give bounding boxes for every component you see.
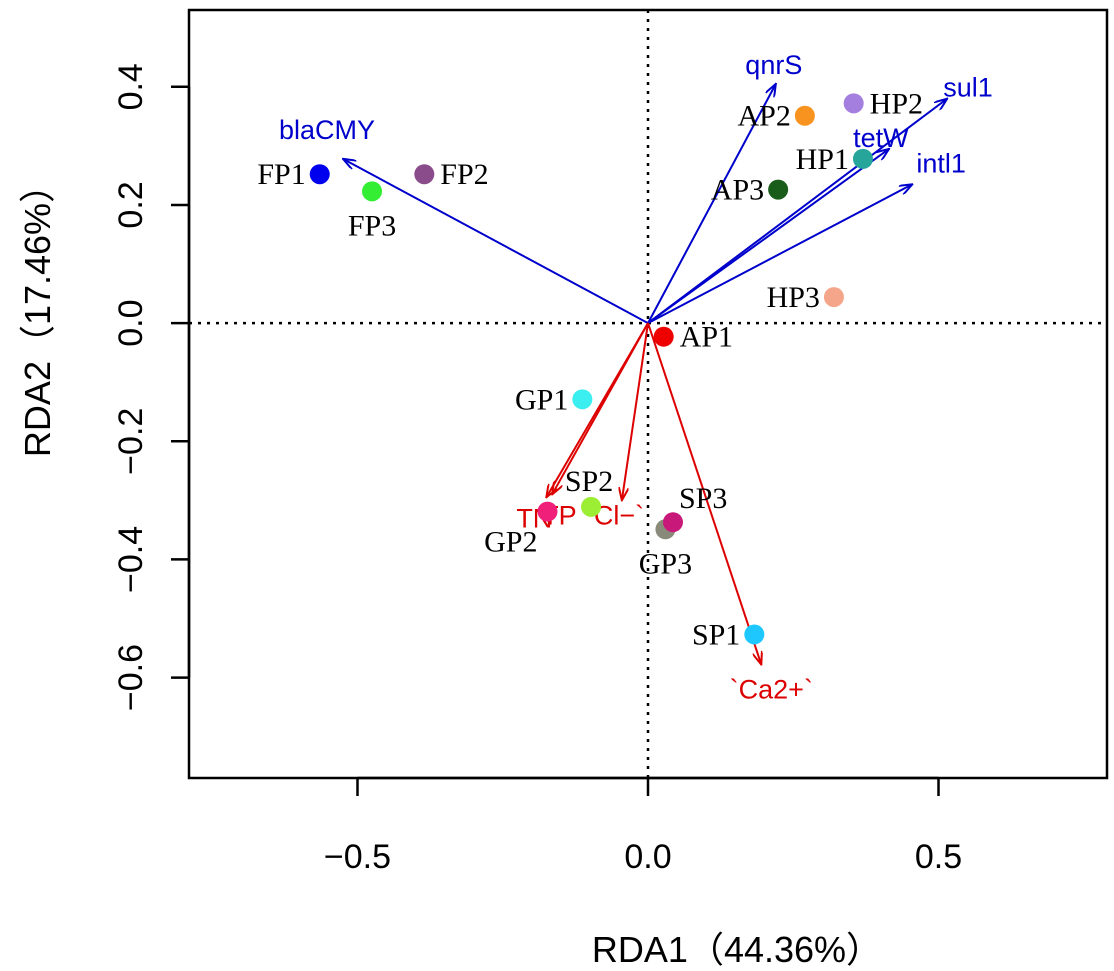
species-vector-label: tetW [853,123,909,153]
species-vector-blaCMY [343,159,649,324]
env-vector-Ca2 [647,322,761,664]
site-label: GP1 [515,383,568,416]
site-label: AP3 [711,174,764,207]
species-vector-qnrS [647,84,776,324]
env-vector-TP [552,322,649,494]
env-vector-label: Cl−` [594,500,644,530]
site-point-AP3 [768,179,789,200]
env-vector-Cl [622,322,649,500]
site-label: FP3 [348,209,396,242]
y-tick-label: −0.4 [112,526,150,593]
site-point-AP1 [653,326,674,347]
site-point-HP3 [823,287,844,308]
y-tick-label: 0.0 [112,299,150,346]
species-vector-intl1 [647,184,912,324]
site-point-GP1 [572,389,593,410]
site-point-FP1 [309,164,330,185]
site-label: FP2 [440,158,488,191]
site-point-SP1 [744,624,765,645]
site-label: SP3 [679,482,727,515]
x-tick-label: 0.5 [915,838,962,876]
env-vector-label: `Ca2+` [730,675,813,705]
x-axis: −0.5 0.0 0.5 [324,776,962,876]
site-label: GP3 [639,547,692,580]
y-axis: −0.6 −0.4 −0.2 0.0 0.2 0.4 [112,63,191,711]
site-label: HP1 [796,143,849,176]
y-axis-title: RDA2（17.46%） [17,167,58,457]
species-vector-label: intl1 [916,148,966,178]
y-tick-label: −0.2 [112,408,150,475]
y-tick-label: −0.6 [112,644,150,711]
site-point-GP2 [537,501,558,522]
site-label: FP1 [257,158,305,191]
site-label: HP2 [870,87,923,120]
site-point-SP2 [581,496,602,517]
site-label: HP3 [767,281,820,314]
site-point-FP2 [414,164,435,185]
site-point-HP1 [852,148,873,169]
site-label: SP2 [565,465,613,498]
species-vector-label: qnrS [745,50,802,80]
site-label: AP1 [680,321,733,354]
site-label: AP2 [738,100,791,133]
site-points: FP1 FP2 FP3 AP1 AP2 AP3 HP1 HP2 HP3 GP1 GP2 GP3 SP1 S… [257,87,923,651]
site-point-HP2 [843,93,864,114]
x-axis-title: RDA1（44.36%） [592,929,882,970]
site-label: SP1 [692,618,740,651]
y-tick-label: 0.4 [112,63,150,110]
x-tick-label: −0.5 [324,838,391,876]
species-vector-label: blaCMY [279,115,375,145]
site-label: GP2 [484,526,537,559]
site-point-SP3 [662,512,683,533]
site-point-AP2 [794,105,815,126]
species-vector-sul1 [647,99,947,324]
species-vector-tetW [647,149,889,324]
site-point-FP3 [362,181,383,202]
x-tick-label: 0.0 [624,838,671,876]
y-tick-label: 0.2 [112,181,150,228]
species-vector-label: sul1 [943,73,993,103]
